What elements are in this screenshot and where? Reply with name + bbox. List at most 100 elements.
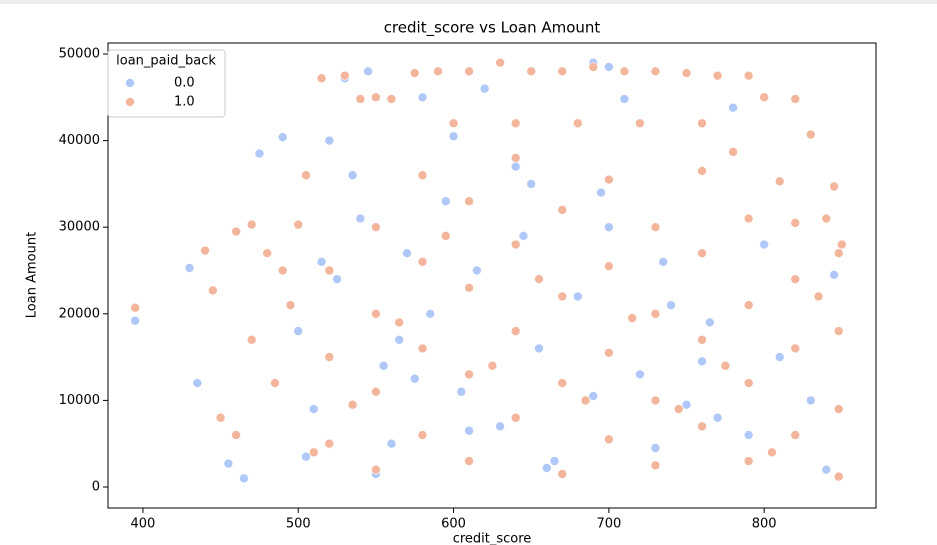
point	[681, 399, 692, 410]
point	[371, 308, 381, 319]
point	[728, 102, 738, 113]
point	[301, 170, 311, 181]
point	[518, 231, 529, 241]
point	[557, 205, 568, 215]
point	[759, 92, 769, 103]
point	[472, 265, 482, 276]
point	[510, 118, 521, 129]
point	[440, 231, 451, 241]
point	[448, 118, 459, 129]
point	[774, 352, 785, 362]
y-tick-label: 20000	[59, 306, 100, 321]
point	[743, 300, 754, 310]
point	[433, 66, 443, 77]
point	[223, 458, 234, 469]
point	[541, 463, 552, 473]
point	[813, 291, 824, 302]
x-tick-label: 500	[286, 517, 311, 532]
point	[673, 404, 684, 414]
point	[239, 473, 249, 484]
point	[743, 430, 754, 440]
point	[464, 283, 474, 293]
point	[534, 274, 544, 284]
point	[697, 166, 707, 176]
point	[774, 176, 785, 187]
point	[440, 196, 451, 207]
point	[246, 334, 257, 345]
point	[697, 334, 707, 345]
point	[332, 274, 342, 284]
point	[604, 434, 614, 445]
point	[681, 68, 692, 78]
point	[200, 245, 210, 256]
point	[557, 66, 568, 77]
point	[510, 326, 521, 336]
point	[604, 347, 614, 358]
point	[293, 219, 304, 230]
point	[130, 315, 140, 326]
y-tick-label: 50000	[59, 46, 100, 61]
point	[720, 360, 731, 371]
point	[208, 285, 218, 296]
point	[588, 391, 599, 401]
point	[549, 456, 560, 466]
point	[409, 68, 420, 78]
point	[697, 118, 707, 129]
x-axis-label: credit_score	[453, 532, 532, 545]
point	[371, 464, 381, 475]
point	[837, 239, 847, 250]
point	[316, 73, 327, 84]
y-tick-label: 30000	[59, 220, 100, 235]
y-tick-label: 10000	[59, 393, 100, 408]
point	[833, 471, 844, 482]
point	[650, 222, 661, 232]
point	[580, 395, 591, 406]
point	[409, 373, 420, 384]
point	[604, 174, 614, 185]
point	[743, 70, 754, 81]
point	[635, 118, 645, 129]
point	[712, 412, 723, 423]
legend-label: 1.0	[174, 95, 195, 110]
points	[130, 57, 847, 484]
point	[526, 179, 537, 189]
point	[464, 66, 474, 77]
point	[759, 239, 769, 250]
point	[573, 291, 583, 302]
point	[557, 469, 568, 479]
point	[697, 356, 707, 367]
point	[697, 421, 707, 432]
point	[743, 378, 754, 388]
point	[363, 66, 373, 77]
point	[456, 386, 467, 397]
point	[417, 170, 428, 181]
point	[425, 308, 436, 319]
point	[371, 92, 381, 103]
point	[821, 213, 832, 224]
point	[417, 257, 428, 267]
point	[829, 270, 839, 280]
point	[495, 421, 505, 432]
point	[355, 213, 366, 224]
point	[697, 248, 707, 258]
point	[650, 66, 661, 77]
point	[324, 135, 335, 146]
top-bar	[0, 0, 937, 4]
y-tick-label: 0	[92, 479, 100, 494]
point	[270, 378, 280, 388]
point	[347, 170, 358, 181]
point	[833, 248, 844, 258]
legend-marker	[125, 78, 135, 88]
point	[394, 317, 405, 328]
point	[371, 386, 381, 397]
legend: loan_paid_back 0.0 1.0	[107, 49, 226, 118]
point	[658, 257, 669, 267]
point	[790, 343, 801, 354]
point	[790, 218, 801, 228]
point	[604, 62, 614, 72]
point	[308, 447, 319, 458]
point	[526, 66, 537, 77]
point	[130, 302, 140, 313]
